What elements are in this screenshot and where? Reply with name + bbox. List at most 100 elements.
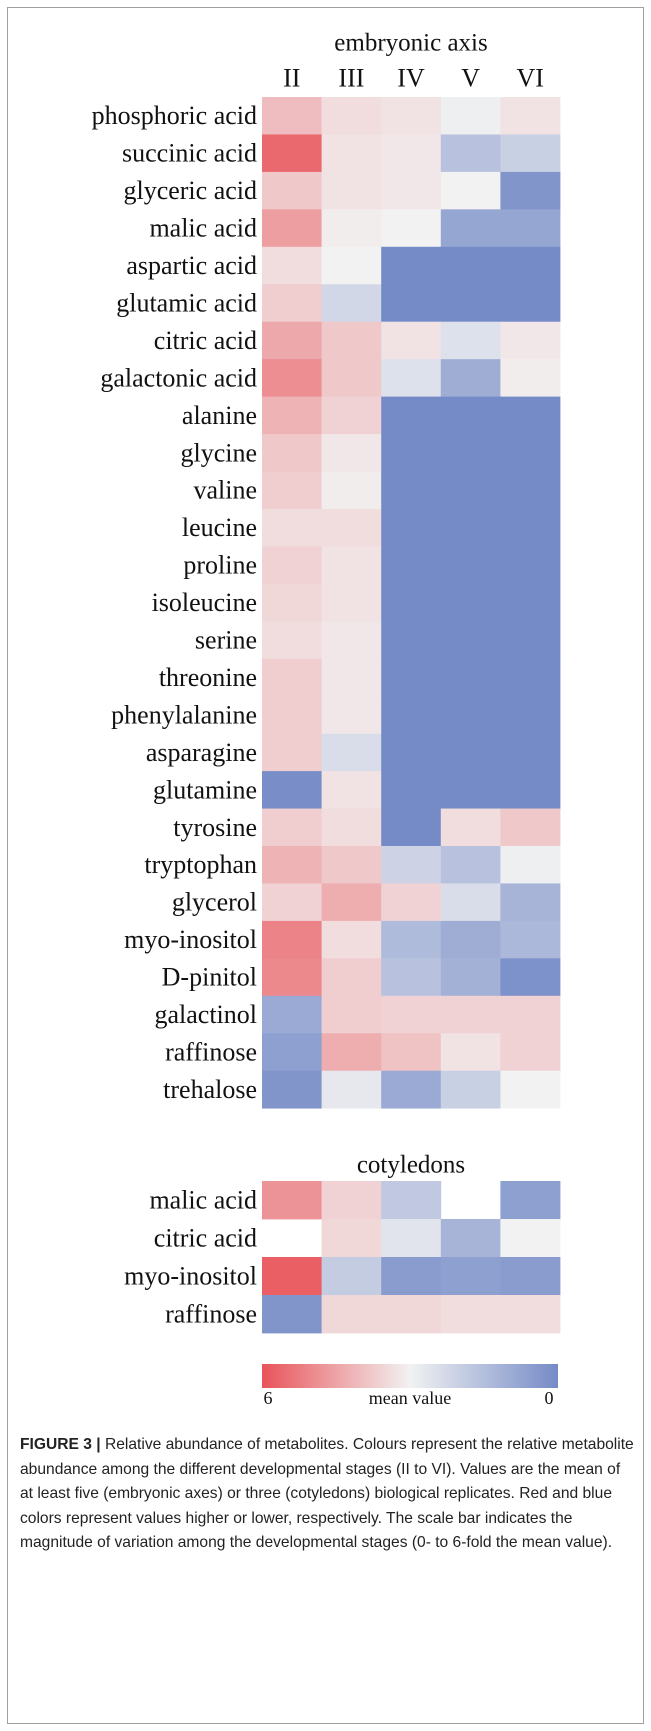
heatmap-cell (440, 1219, 501, 1258)
heatmap-cell (321, 583, 382, 622)
heatmap-cell (381, 1257, 442, 1296)
heatmap-cell (440, 171, 501, 210)
heatmap-cell (321, 134, 382, 173)
heatmap-cell (381, 546, 442, 585)
heatmap-cell (440, 1070, 501, 1109)
heatmap-title: embryonic axis (334, 30, 487, 57)
heatmap-cell (440, 846, 501, 884)
heatmap-cell (381, 583, 442, 622)
heatmap-cell (381, 771, 442, 809)
heatmap-cell (321, 434, 382, 472)
heatmap-cell (262, 284, 322, 323)
row-label: myo-inositol (124, 1262, 257, 1291)
heatmap-cell (321, 920, 382, 959)
heatmap-cell (262, 1070, 322, 1109)
heatmap-cell (321, 508, 382, 547)
heatmap-cell (381, 284, 442, 323)
heatmap-cell (262, 696, 322, 735)
heatmap-cell (440, 434, 501, 472)
row-label: malic acid (149, 1186, 257, 1215)
heatmap-cell (321, 1219, 382, 1258)
heatmap-cell (381, 1181, 442, 1220)
heatmap-cell (321, 658, 382, 697)
heatmap-cell (381, 97, 442, 135)
heatmap-cell (381, 1219, 442, 1258)
row-label: leucine (182, 513, 257, 542)
heatmap-cell (262, 1295, 322, 1334)
heatmap-cell (440, 1257, 501, 1296)
heatmap-cell (321, 883, 382, 922)
heatmap-cell (321, 171, 382, 210)
heatmap-cell (381, 321, 442, 360)
heatmap-cell (500, 958, 561, 997)
heatmap-cell (500, 1181, 561, 1220)
heatmap-cell (262, 359, 322, 397)
caption-label: FIGURE 3 | (20, 1436, 101, 1453)
column-label: II (283, 64, 300, 93)
row-label: citric acid (154, 1224, 257, 1253)
heatmap-cell (262, 958, 322, 997)
heatmap-cell (262, 134, 322, 173)
heatmap-cell (321, 733, 382, 772)
heatmap-cell (500, 246, 561, 285)
row-label: glycerol (172, 888, 257, 917)
heatmap-cell (321, 359, 382, 397)
heatmap-cell (381, 1070, 442, 1109)
row-label: threonine (159, 663, 257, 692)
heatmap-cell (440, 1295, 501, 1334)
heatmap-cell (500, 171, 561, 210)
colorbar-tick-label: 0 (545, 1388, 554, 1408)
column-label: VI (516, 64, 543, 93)
heatmap-cell (440, 471, 501, 510)
row-label: citric acid (154, 326, 257, 355)
heatmap-cell (321, 396, 382, 435)
heatmap-cell (500, 1033, 561, 1072)
heatmap-cell (381, 696, 442, 735)
heatmap-cell (262, 658, 322, 697)
heatmap-cell (262, 883, 322, 922)
column-label: III (338, 64, 364, 93)
heatmap-cell (381, 434, 442, 472)
row-label: glutamine (153, 775, 257, 804)
heatmap-cell (500, 209, 561, 248)
heatmap-cell (262, 209, 322, 248)
row-label: phosphoric acid (92, 101, 257, 130)
heatmap-cell (440, 995, 501, 1034)
heatmap-cell (440, 246, 501, 285)
heatmap-cell (500, 97, 561, 135)
heatmap-cell (262, 771, 322, 809)
heatmap-cell (440, 920, 501, 959)
heatmap-cell (262, 546, 322, 585)
heatmap-cell (381, 733, 442, 772)
heatmap-cell (381, 134, 442, 173)
heatmap-cell (500, 1219, 561, 1258)
heatmap-cell (321, 1033, 382, 1072)
heatmap-cell (500, 434, 561, 472)
row-label: D-pinitol (162, 963, 257, 992)
heatmap-cell (321, 284, 382, 323)
column-label: V (461, 64, 480, 93)
heatmap-cell (321, 97, 382, 135)
column-label: IV (397, 64, 425, 93)
heatmap-cell (321, 621, 382, 660)
heatmap-cell (440, 546, 501, 585)
heatmap-cell (381, 209, 442, 248)
heatmap-cell (440, 97, 501, 135)
heatmap-cell (500, 920, 561, 959)
row-label: malic acid (149, 214, 257, 243)
caption: FIGURE 3 | Relative abundance of metabol… (20, 1433, 634, 1556)
heatmap-cell (321, 771, 382, 809)
heatmap-cell (321, 696, 382, 735)
heatmap-cell (321, 209, 382, 248)
heatmap-cell (500, 621, 561, 660)
heatmap-cell (440, 284, 501, 323)
heatmap-cell (262, 508, 322, 547)
heatmap-cell (440, 958, 501, 997)
heatmap-cell (262, 808, 322, 847)
colorbar-label: mean value (369, 1388, 451, 1408)
heatmap-cell (381, 396, 442, 435)
row-label: phenylalanine (111, 700, 257, 729)
heatmap-cell (500, 883, 561, 922)
